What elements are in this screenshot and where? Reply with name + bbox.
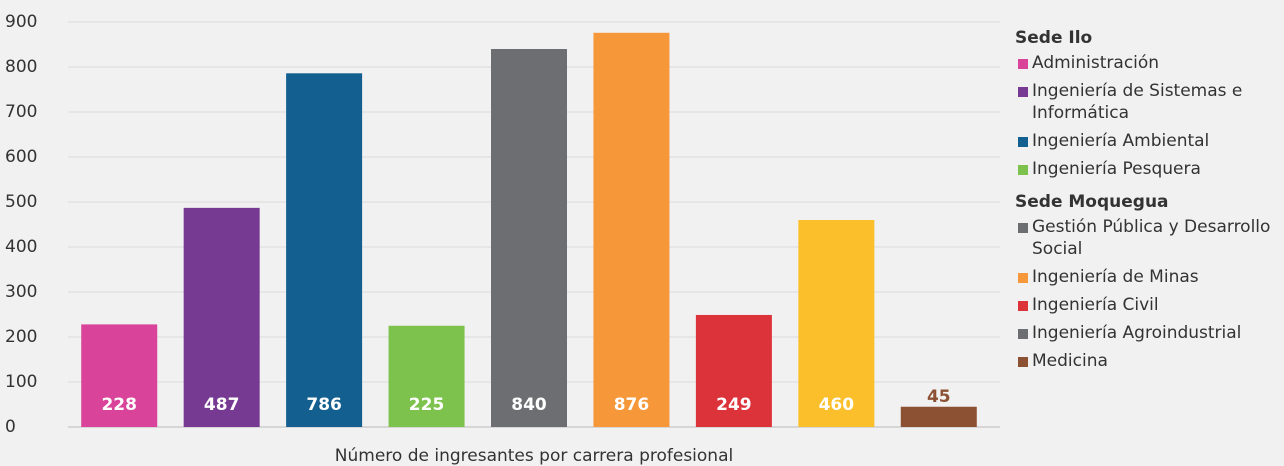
value-label: 249 (716, 395, 752, 415)
legend-swatch (1018, 137, 1028, 147)
legend-entry: Ingeniería de Minas (1015, 266, 1283, 288)
bar (81, 324, 158, 427)
legend-entry: Ingeniería Pesquera (1015, 158, 1283, 180)
legend-group: Sede Moquegua Gestión Pública y Desarroll… (1015, 192, 1283, 372)
bar (183, 207, 260, 427)
legend-swatch (1018, 223, 1028, 233)
y-tick-label: 200 (5, 327, 37, 347)
legend-label: Ingeniería Civil (1032, 295, 1159, 315)
legend-swatch (1018, 357, 1028, 367)
y-tick-label: 700 (5, 102, 37, 122)
legend-label: Administración (1032, 53, 1160, 73)
bar (593, 32, 670, 428)
legend-entry: Ingeniería de Sistemas e Informática (1015, 80, 1283, 124)
bar (900, 406, 977, 427)
y-tick-label: 300 (5, 282, 37, 302)
legend: Sede Ilo Administración Ingeniería de Sist… (1015, 24, 1283, 384)
legend-group-title: Sede Ilo (1015, 28, 1093, 48)
value-label: 487 (204, 395, 240, 415)
value-label: 876 (614, 395, 650, 415)
y-tick-label: 500 (5, 192, 37, 212)
legend-label: Ingeniería Pesquera (1032, 159, 1201, 179)
y-tick-label: 100 (5, 372, 37, 392)
legend-swatch (1018, 165, 1028, 175)
y-tick-label: 600 (5, 147, 37, 167)
y-tick-label: 800 (5, 57, 37, 77)
legend-swatch (1018, 329, 1028, 339)
legend-swatch (1018, 273, 1028, 283)
legend-label: Ingeniería de Sistemas e Informática (1032, 81, 1243, 123)
legend-swatch (1018, 59, 1028, 69)
legend-entry: Medicina (1015, 350, 1283, 372)
legend-entry: Ingeniería Agroindustrial (1015, 322, 1283, 344)
bar (388, 325, 465, 427)
chart: Número de ingresantes por carrera profes… (5, 12, 1000, 466)
value-label: 460 (819, 395, 855, 415)
legend-label: Medicina (1032, 351, 1108, 371)
y-tick-label: 0 (5, 417, 16, 437)
bar (491, 49, 567, 427)
bar (286, 73, 363, 428)
legend-entry: Gestión Pública y Desarrollo Social (1015, 216, 1283, 260)
value-label: 225 (409, 395, 445, 415)
bar (798, 220, 875, 427)
value-label: 786 (306, 395, 342, 415)
value-label: 228 (101, 395, 137, 415)
legend-label: Ingeniería de Minas (1032, 267, 1199, 287)
legend-group: Sede Ilo Administración Ingeniería de Sist… (1015, 28, 1283, 180)
value-label: 840 (511, 395, 547, 415)
value-label: 45 (927, 387, 951, 407)
legend-label: Gestión Pública y Desarrollo Social (1032, 217, 1271, 259)
legend-entry: Administración (1015, 52, 1283, 74)
legend-label: Ingeniería Ambiental (1032, 131, 1210, 151)
x-axis-title: Número de ingresantes por carrera profes… (335, 446, 733, 466)
legend-group-title: Sede Moquegua (1015, 192, 1169, 212)
bar (695, 314, 772, 427)
legend-swatch (1018, 301, 1028, 311)
legend-entry: Ingeniería Ambiental (1015, 130, 1283, 152)
y-tick-label: 400 (5, 237, 37, 257)
legend-label: Ingeniería Agroindustrial (1032, 323, 1242, 343)
legend-swatch (1018, 87, 1028, 97)
legend-entry: Ingeniería Civil (1015, 294, 1283, 316)
y-tick-label: 900 (5, 12, 37, 32)
